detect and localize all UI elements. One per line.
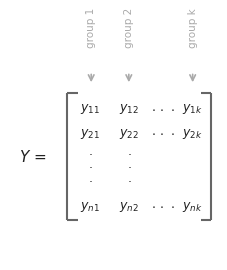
Text: group k: group k xyxy=(187,8,197,48)
Text: $\cdot\,\cdot\,\cdot$: $\cdot\,\cdot\,\cdot$ xyxy=(151,127,174,140)
Text: $\cdot\,\cdot\,\cdot$: $\cdot\,\cdot\,\cdot$ xyxy=(151,103,174,116)
Text: $y_{n2}$: $y_{n2}$ xyxy=(118,200,138,214)
Text: $.$: $.$ xyxy=(126,158,131,171)
Text: $.$: $.$ xyxy=(87,158,92,171)
Text: $.$: $.$ xyxy=(126,172,131,185)
Text: $.$: $.$ xyxy=(126,145,131,158)
Text: $Y$ =: $Y$ = xyxy=(19,148,47,165)
Text: $y_{21}$: $y_{21}$ xyxy=(80,127,100,141)
Text: $y_{1k}$: $y_{1k}$ xyxy=(182,102,202,116)
Text: group 1: group 1 xyxy=(86,8,96,48)
Text: $y_{12}$: $y_{12}$ xyxy=(118,102,138,116)
Text: $y_{n1}$: $y_{n1}$ xyxy=(80,200,100,214)
Text: $.$: $.$ xyxy=(87,145,92,158)
Text: $y_{2k}$: $y_{2k}$ xyxy=(182,127,202,141)
Text: $y_{22}$: $y_{22}$ xyxy=(118,127,138,141)
Text: $\cdot\,\cdot\,\cdot$: $\cdot\,\cdot\,\cdot$ xyxy=(151,200,174,213)
Text: $y_{11}$: $y_{11}$ xyxy=(80,102,100,116)
Text: group 2: group 2 xyxy=(123,8,133,48)
Text: $.$: $.$ xyxy=(87,172,92,185)
Text: $y_{nk}$: $y_{nk}$ xyxy=(182,200,202,214)
